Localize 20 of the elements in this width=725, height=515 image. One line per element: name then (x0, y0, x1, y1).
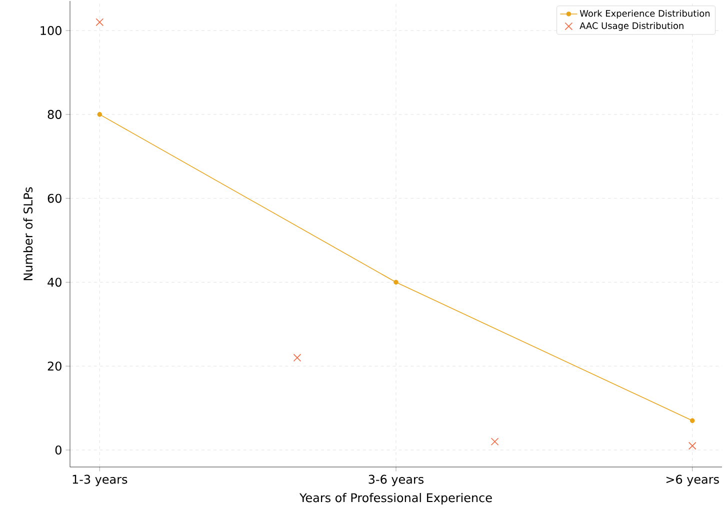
y-axis-title: Number of SLPs (23, 187, 33, 280)
x-tick-label: 1-3 years (72, 474, 128, 486)
point (688, 442, 696, 450)
point (394, 280, 398, 285)
y-tick-label: 60 (48, 194, 62, 203)
x-axis-title: Years of Professional Experience (299, 492, 492, 505)
legend-label: AAC Usage Distribution (580, 22, 684, 31)
point (97, 112, 102, 117)
y-tick-label: 40 (48, 278, 62, 287)
point (690, 418, 695, 424)
y-tick-label: 80 (48, 110, 62, 119)
y-tick-label: 20 (48, 362, 62, 371)
point (96, 18, 104, 26)
y-tick-label: 100 (40, 26, 62, 36)
legend-label: Work Experience Distribution (580, 10, 710, 19)
point (490, 438, 499, 446)
point (293, 354, 302, 362)
x-tick-label: 3-6 years (368, 474, 424, 486)
x-tick-label: >6 years (666, 474, 719, 486)
y-tick-label: 0 (55, 445, 62, 455)
